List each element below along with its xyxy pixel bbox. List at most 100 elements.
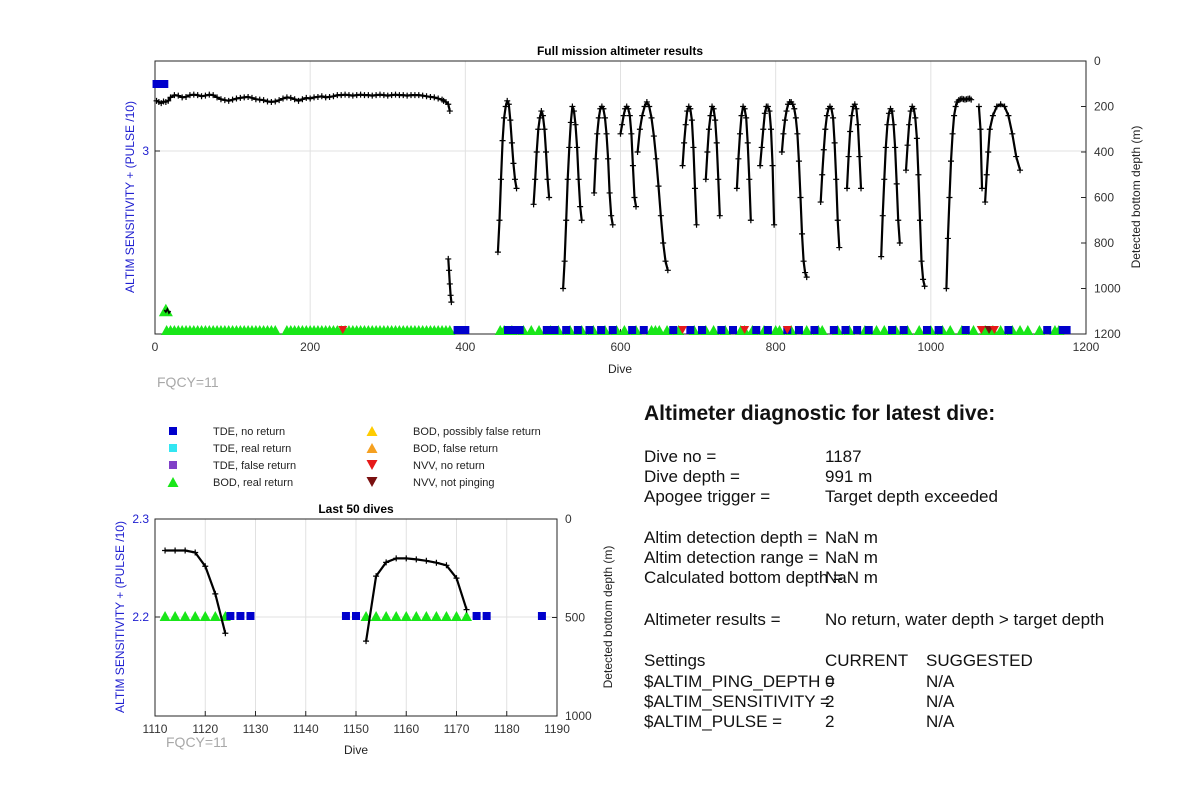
full-mission-chart: Full mission altimeter results 0 200 400 60…	[123, 44, 1143, 390]
depth-point-marker	[530, 201, 537, 208]
depth-point-marker	[572, 121, 579, 128]
depth-point-marker	[797, 194, 804, 201]
depth-point-marker	[741, 105, 748, 112]
depth-point-marker	[648, 114, 655, 121]
depth-point-marker	[968, 96, 975, 103]
tde-no-return-marker	[841, 326, 850, 334]
detection-range-value: NaN m	[825, 548, 878, 567]
bod-real-return-marker	[708, 325, 720, 335]
depth-point-marker	[707, 112, 714, 119]
pulse-label: $ALTIM_PULSE =	[644, 712, 783, 731]
apogee-trigger-value: Target depth exceeded	[825, 487, 998, 506]
depth-point-marker	[566, 144, 573, 151]
right-tick-label: 400	[1094, 145, 1114, 159]
legend-square-marker	[169, 444, 177, 452]
depth-point-marker	[631, 194, 638, 201]
depth-point-marker	[848, 112, 855, 119]
nvv-marker	[740, 325, 750, 335]
depth-point-marker	[746, 176, 753, 183]
bod-real-return-marker	[189, 611, 201, 621]
bod-real-return-marker	[269, 325, 281, 335]
legend-entry-label: TDE, no return	[213, 426, 285, 438]
depth-point-marker	[820, 146, 827, 153]
depth-point-marker	[393, 555, 400, 562]
right-tick-label: 600	[1094, 191, 1114, 205]
bod-real-return-marker	[653, 325, 665, 335]
x-tick-label: 1150	[343, 722, 369, 736]
settings-label: Settings	[644, 651, 706, 670]
depth-point-marker	[948, 158, 955, 165]
bod-real-return-marker	[380, 611, 392, 621]
last-50-fqcy-annotation: FQCY=11	[166, 734, 228, 750]
depth-point-marker	[795, 158, 802, 165]
bod-real-return-marker	[420, 611, 432, 621]
depth-point-marker	[295, 97, 302, 104]
depth-point-marker	[626, 112, 633, 119]
depth-point-marker	[643, 98, 650, 105]
depth-point-marker	[1017, 167, 1024, 174]
depth-point-marker	[221, 97, 228, 104]
detection-depth-label: Altim detection depth =	[644, 528, 818, 547]
full-mission-x-label: Dive	[608, 362, 632, 376]
bod-real-return-marker	[774, 325, 786, 335]
depth-point-marker	[684, 108, 691, 115]
bod-real-return-marker	[979, 325, 991, 335]
bottom-depth-value: NaN m	[825, 568, 878, 587]
depth-point-marker	[162, 547, 169, 554]
depth-point-marker	[182, 547, 189, 554]
bod-real-return-marker	[533, 325, 545, 335]
depth-point-marker	[655, 183, 662, 190]
depth-point-marker	[744, 139, 751, 146]
bod-real-return-marker	[158, 303, 173, 317]
depth-point-marker	[687, 105, 694, 112]
tde-no-return-marker	[597, 326, 606, 334]
tde-no-return-marker	[728, 326, 737, 334]
last-50-left-ticks: 2.2 2.3	[132, 512, 160, 624]
depth-point-marker	[423, 93, 430, 100]
depth-track-line	[156, 93, 1022, 303]
depth-point-marker	[535, 126, 542, 133]
depth-point-marker	[653, 155, 660, 162]
depth-point-marker	[617, 130, 624, 137]
tde-no-return-marker	[961, 326, 970, 334]
legend-entry-label: NVV, no return	[413, 460, 485, 472]
depth-point-marker	[330, 93, 337, 100]
depth-point-marker	[446, 267, 453, 274]
legend-square-marker	[169, 461, 177, 469]
depth-point-marker	[646, 103, 653, 110]
depth-point-marker	[435, 95, 442, 102]
depth-point-marker	[803, 274, 810, 281]
depth-point-marker	[541, 126, 548, 133]
depth-point-marker	[780, 130, 787, 137]
tde-no-return-marker	[573, 326, 582, 334]
depth-point-marker	[629, 162, 636, 169]
depth-point-marker	[975, 103, 982, 110]
depth-point-marker	[463, 606, 470, 613]
tde-no-return-marker	[864, 326, 873, 334]
depth-point-marker	[567, 119, 574, 126]
depth-point-marker	[608, 212, 615, 219]
depth-point-marker	[828, 105, 835, 112]
last-50-right-y-label: Detected bottom depth (m)	[601, 546, 615, 689]
depth-point-marker	[413, 556, 420, 563]
tde-no-return-marker	[922, 326, 931, 334]
depth-point-marker	[307, 95, 314, 102]
apogee-trigger-label: Apogee trigger =	[644, 487, 771, 506]
depth-point-marker	[574, 144, 581, 151]
nvv-marker	[976, 325, 986, 335]
depth-point-marker	[920, 276, 927, 283]
depth-point-marker	[885, 110, 892, 117]
pulse-current: 2	[825, 712, 835, 731]
depth-point-marker	[606, 189, 613, 196]
depth-point-marker	[896, 240, 903, 246]
tde-no-return-marker	[550, 326, 559, 334]
bod-real-return-marker	[209, 611, 221, 621]
legend-entry-label: TDE, real return	[213, 443, 291, 455]
dive-depth-label: Dive depth =	[644, 467, 740, 486]
depth-point-marker	[747, 217, 754, 224]
sensitivity-label: $ALTIM_SENSITIVITY =	[644, 692, 830, 711]
depth-point-marker	[733, 185, 740, 192]
full-mission-fqcy-annotation: FQCY=11	[157, 374, 219, 390]
depth-point-marker	[892, 144, 899, 151]
